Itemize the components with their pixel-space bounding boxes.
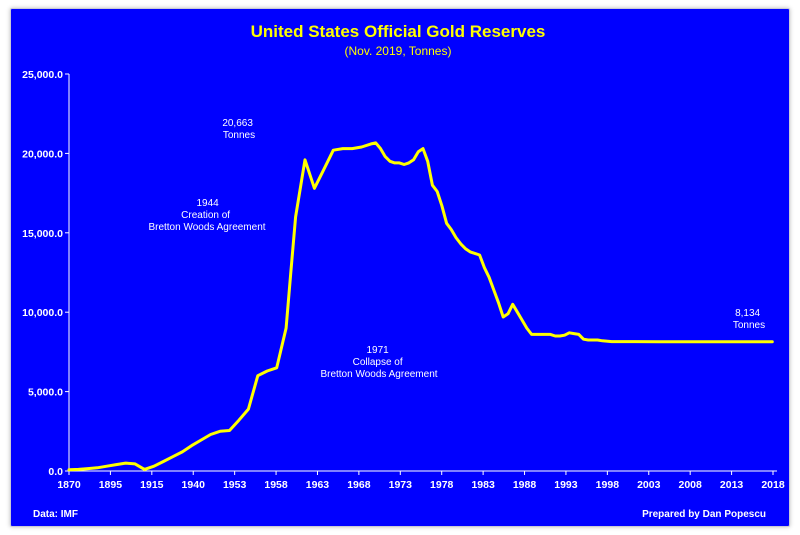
y-tick-label: 25,000.0 [22, 69, 63, 81]
annotation-1944-line-1: 1944 [196, 198, 219, 209]
x-tick-label: 1895 [99, 479, 123, 491]
chart-title: United States Official Gold Reserves [251, 22, 546, 41]
footer-source: Data: IMF [33, 509, 78, 520]
annotation-1944: 1944 Creation of Bretton Woods Agreement [148, 198, 265, 233]
x-tick-label: 1963 [306, 479, 330, 491]
annotation-1944-line-2: Creation of [181, 210, 230, 221]
y-tick-label: 15,000.0 [22, 228, 63, 240]
series-layer [67, 141, 774, 472]
annotation-latest-line-1: 8,134 [735, 308, 760, 319]
chart-panel: United States Official Gold Reserves (No… [10, 8, 790, 527]
x-tick-label: 1915 [140, 479, 164, 491]
x-tick-label: 1983 [471, 479, 495, 491]
series-line-0 [67, 141, 774, 472]
x-tick-labels: 1870 1895 1915 1940 1953 1958 1963 1968 1973 1978… [57, 479, 785, 491]
annotation-latest-line-2: Tonnes [733, 320, 765, 331]
annotation-1971: 1971 Collapse of Bretton Woods Agreement [320, 345, 437, 380]
x-tick-label: 1958 [264, 479, 288, 491]
x-tick-label: 1973 [389, 479, 413, 491]
axes [65, 73, 777, 475]
x-tick-label: 2003 [637, 479, 661, 491]
y-tick-label: 20,000.0 [22, 148, 63, 160]
gold-reserves-chart: United States Official Gold Reserves (No… [22, 22, 785, 520]
footer-credit: Prepared by Dan Popescu [642, 509, 766, 520]
x-tick-label: 1940 [182, 479, 206, 491]
chart-subtitle: (Nov. 2019, Tonnes) [345, 44, 452, 58]
annotation-peak: 20,663 Tonnes [222, 118, 255, 141]
x-tick-label: 1870 [57, 479, 81, 491]
y-tick-label: 10,000.0 [22, 307, 63, 319]
x-tick-label: 1998 [596, 479, 620, 491]
x-tick-label: 2008 [678, 479, 702, 491]
x-tick-label: 2018 [761, 479, 785, 491]
x-tick-label: 1988 [513, 479, 537, 491]
annotation-1971-line-2: Collapse of [353, 357, 403, 368]
annotation-1944-line-3: Bretton Woods Agreement [148, 222, 265, 233]
annotation-peak-line-1: 20,663 [222, 118, 253, 129]
x-tick-label: 1968 [347, 479, 371, 491]
y-tick-labels: 0.0 5,000.0 10,000.0 15,000.0 20,000.0 25,000… [22, 69, 63, 478]
annotation-peak-line-2: Tonnes [223, 130, 255, 141]
annotation-latest: 8,134 Tonnes [733, 308, 765, 331]
x-tick-label: 1953 [223, 479, 247, 491]
y-tick-label: 0.0 [48, 466, 63, 478]
y-tick-label: 5,000.0 [28, 387, 63, 399]
x-tick-label: 1978 [430, 479, 454, 491]
x-tick-label: 2013 [720, 479, 744, 491]
annotation-1971-line-1: 1971 [366, 345, 389, 356]
annotation-1971-line-3: Bretton Woods Agreement [320, 369, 437, 380]
x-tick-label: 1993 [554, 479, 578, 491]
